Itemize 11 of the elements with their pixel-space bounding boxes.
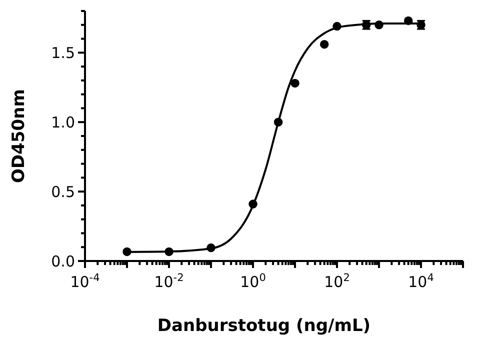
x-tick-label: 10$^{4}$: [408, 272, 434, 291]
x-tick-label: 10$^{0}$: [240, 272, 266, 291]
y-tick-label: 1.0: [51, 113, 75, 132]
y-tick-label: 0.5: [51, 182, 75, 201]
x-axis-title: Danburstotug (ng/mL): [157, 316, 371, 336]
x-tick-label: 10$^{-2}$: [154, 272, 184, 291]
y-tick-label: 1.5: [51, 44, 75, 62]
x-tick-label: 10$^{2}$: [324, 272, 350, 291]
y-tick-label: 0.0: [51, 252, 75, 270]
y-axis-title: OD450nm: [9, 89, 29, 183]
x-tick-label: 10$^{-4}$: [70, 272, 100, 291]
